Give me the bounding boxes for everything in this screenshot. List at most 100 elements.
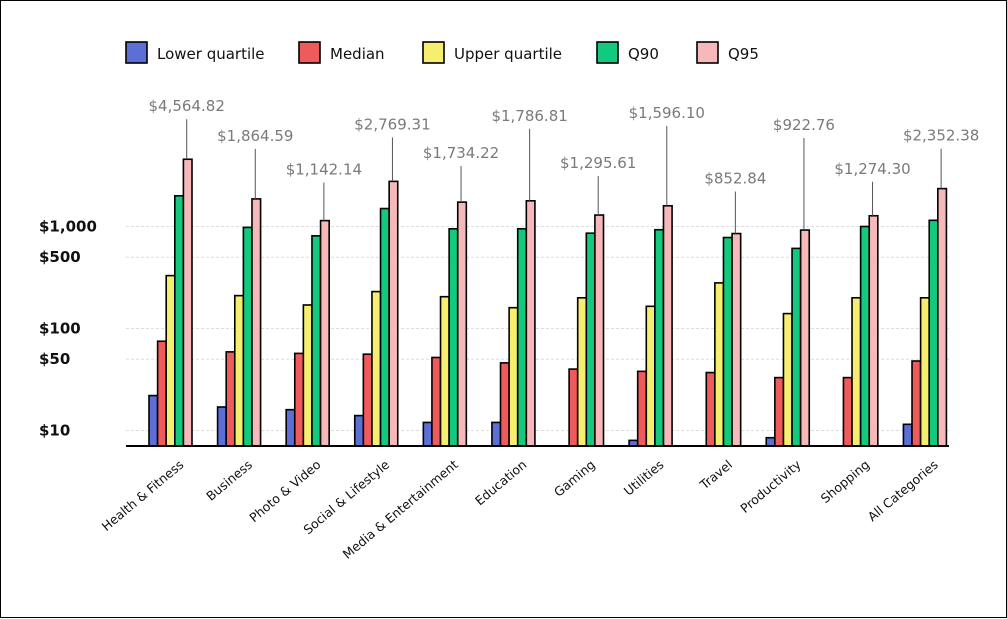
- bar-q90: [174, 194, 185, 447]
- x-tick-label: All Categories: [865, 457, 941, 524]
- bar-q90: [448, 227, 459, 447]
- legend-swatch: [125, 41, 148, 64]
- bar-q95: [799, 229, 811, 447]
- x-tick-label: Health & Fitness: [99, 457, 187, 534]
- bar-q95: [868, 214, 879, 447]
- bar-q95: [319, 219, 330, 447]
- bar-median: [568, 368, 579, 447]
- data-label: $852.84: [704, 170, 766, 188]
- bar-q95: [525, 199, 536, 447]
- legend-label: Q90: [628, 45, 659, 63]
- x-tick-label: Shopping: [818, 457, 873, 506]
- bar-q90: [516, 227, 528, 447]
- bar-q90: [791, 247, 802, 447]
- bar-upper-quartile: [782, 312, 793, 447]
- bar-median: [225, 351, 236, 447]
- y-tick-label: $100: [39, 320, 81, 338]
- data-label: $1,786.81: [491, 107, 567, 125]
- bar-q95: [388, 180, 399, 447]
- bar-lower-quartile: [765, 436, 776, 447]
- data-label: $1,596.10: [629, 104, 705, 122]
- bar-q95: [182, 158, 193, 447]
- bar-q95: [937, 187, 948, 447]
- bar-q90: [722, 236, 733, 447]
- bar-lower-quartile: [902, 423, 913, 447]
- bar-upper-quartile: [919, 296, 931, 447]
- bar-median: [774, 376, 785, 447]
- data-label: $1,864.59: [217, 127, 293, 145]
- bar-median: [156, 340, 168, 447]
- bar-upper-quartile: [233, 294, 245, 447]
- bar-upper-quartile: [645, 305, 656, 447]
- y-tick-label: $10: [39, 422, 70, 440]
- bar-median: [499, 362, 510, 447]
- x-tick-label: Gaming: [551, 457, 598, 500]
- bar-lower-quartile: [148, 394, 159, 447]
- data-label: $922.76: [773, 116, 835, 134]
- bar-q90: [654, 228, 665, 447]
- bar-upper-quartile: [508, 306, 519, 447]
- bar-lower-quartile: [285, 408, 296, 447]
- bar-q95: [731, 232, 742, 447]
- legend-swatch: [696, 41, 719, 64]
- legend-swatch: [298, 41, 321, 64]
- legend-label: Median: [330, 45, 385, 63]
- x-tick-label: Education: [472, 457, 529, 508]
- bar-q95: [662, 204, 673, 447]
- bar-q95: [456, 201, 468, 447]
- bar-upper-quartile: [302, 304, 313, 447]
- legend: Lower quartile Median Upper quartile Q90 Q95: [125, 41, 759, 64]
- legend-label: Upper quartile: [454, 45, 562, 63]
- data-label: $1,734.22: [423, 144, 499, 162]
- bar-upper-quartile: [714, 282, 725, 447]
- bar-median: [705, 371, 716, 447]
- legend-swatch: [422, 41, 445, 64]
- bar-lower-quartile: [353, 414, 365, 447]
- bar-q90: [585, 232, 596, 447]
- bar-q95: [594, 214, 605, 447]
- bar-q90: [311, 235, 322, 447]
- bar-lower-quartile: [491, 421, 502, 447]
- y-tick-label: $500: [39, 248, 81, 266]
- data-label: $4,564.82: [149, 97, 225, 115]
- bar-q95: [251, 198, 262, 447]
- grid-layer: [126, 226, 949, 431]
- data-label: $1,274.30: [834, 160, 910, 178]
- data-label: $2,769.31: [354, 115, 430, 133]
- labels-layer: $4,564.82 $1,864.59 $1,142.14 $2,769.31 $1,7…: [149, 97, 979, 234]
- x-tick-label: Business: [203, 457, 255, 504]
- data-label: $2,352.38: [903, 127, 979, 145]
- legend-label: Q95: [728, 45, 759, 63]
- bar-median: [911, 360, 922, 447]
- data-label: $1,295.61: [560, 154, 636, 172]
- legend-swatch: [596, 41, 619, 64]
- bar-q90: [379, 207, 390, 447]
- bar-median: [293, 352, 305, 447]
- bar-q90: [242, 226, 253, 447]
- bar-median: [362, 353, 373, 447]
- y-tick-label: $50: [39, 350, 70, 368]
- bar-upper-quartile: [851, 296, 862, 447]
- bar-q90: [928, 219, 939, 447]
- data-label: $1,142.14: [286, 161, 362, 179]
- legend-label: Lower quartile: [157, 45, 265, 63]
- bar-median: [842, 376, 853, 447]
- bar-upper-quartile: [576, 296, 588, 447]
- bar-lower-quartile: [216, 406, 227, 447]
- x-tick-label: Productivity: [737, 456, 804, 516]
- bar-q90: [859, 225, 871, 447]
- bar-upper-quartile: [439, 295, 450, 447]
- bar-median: [431, 356, 442, 447]
- x-tick-label: Media & Entertainment: [340, 457, 461, 562]
- y-axis: $10 $50 $100 $500 $1,000: [39, 218, 97, 440]
- y-tick-label: $1,000: [39, 218, 97, 236]
- bars-layer: [148, 158, 948, 447]
- bar-upper-quartile: [371, 290, 382, 447]
- bar-upper-quartile: [165, 274, 176, 447]
- x-tick-label: Travel: [696, 457, 735, 493]
- bar-lower-quartile: [422, 421, 433, 447]
- x-tick-label: Utilities: [621, 457, 667, 499]
